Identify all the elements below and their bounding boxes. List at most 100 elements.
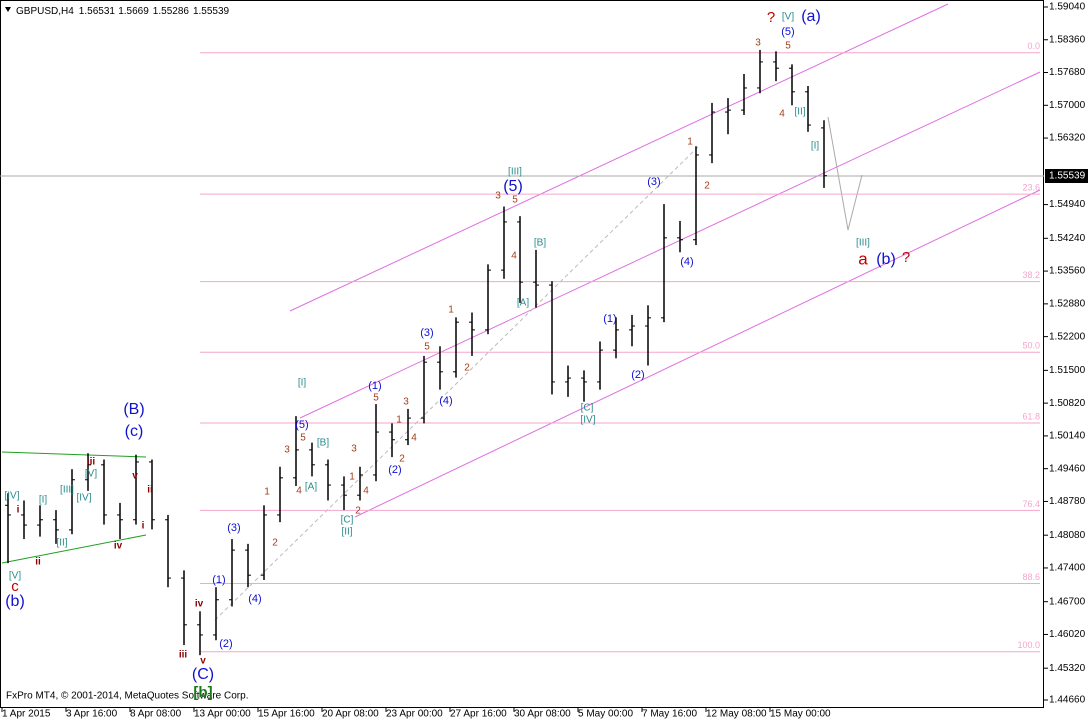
x-tick-label: 30 Apr 08:00 <box>514 709 571 720</box>
wave-label: 1 <box>448 305 454 316</box>
wave-label: [IV] <box>580 415 595 426</box>
wave-label: (a) <box>801 8 821 25</box>
wave-label: 1 <box>687 137 693 148</box>
wave-label: a <box>858 249 868 268</box>
wave-label: [b] <box>193 684 212 701</box>
y-tick-label: 1.48780 <box>1049 496 1086 507</box>
wave-label: [A] <box>305 482 317 493</box>
footer: FxPro MT4, © 2001-2014, MetaQuotes Softw… <box>6 691 248 702</box>
wave-label: [III] <box>856 238 870 249</box>
wave-label: [B] <box>534 238 546 249</box>
wave-label: (b) <box>876 251 896 268</box>
y-tick-label: 1.53560 <box>1049 266 1086 277</box>
wave-label: (1) <box>603 313 616 325</box>
x-tick-label: 23 Apr 00:00 <box>386 709 443 720</box>
y-tick-label: 1.52880 <box>1049 298 1086 309</box>
wave-label: 3 <box>495 191 501 202</box>
wave-label: (4) <box>680 256 693 268</box>
fibo-label: 50.0 <box>1022 341 1040 351</box>
y-tick-label: 1.45320 <box>1049 663 1086 674</box>
y-tick-label: 1.51500 <box>1049 365 1086 376</box>
last-close: 1.55539 <box>193 6 230 17</box>
wave-label: [C] <box>341 515 354 526</box>
y-tick-label: 1.48080 <box>1049 530 1086 541</box>
wave-label: 5 <box>785 41 791 52</box>
wave-label: [III] <box>60 485 74 496</box>
wave-label: (5) <box>781 26 794 38</box>
wave-label: (c) <box>125 423 144 440</box>
x-tick-label: 12 May 08:00 <box>706 709 767 720</box>
y-tick-label: 1.59040 <box>1049 2 1086 13</box>
y-tick-label: 1.56320 <box>1049 133 1086 144</box>
y-tick-label: 1.52200 <box>1049 331 1086 342</box>
x-tick-label: 3 Apr 16:00 <box>66 709 118 720</box>
wave-label: 2 <box>399 454 405 465</box>
x-tick-label: 7 May 16:00 <box>642 709 697 720</box>
wave-label: (3) <box>647 176 660 188</box>
x-tick-label: 27 Apr 16:00 <box>450 709 507 720</box>
x-tick-label: 1 Apr 2015 <box>2 709 51 720</box>
wave-label: (b) <box>5 593 25 610</box>
wave-label: 4 <box>363 486 369 497</box>
wave-label: [I] <box>811 141 820 152</box>
wave-label: (1) <box>368 380 381 392</box>
y-tick-label: 1.57000 <box>1049 100 1086 111</box>
fibo-label: 0.0 <box>1027 41 1040 51</box>
wave-label: [I] <box>298 378 307 389</box>
y-tick-label: 1.58360 <box>1049 34 1086 45</box>
wave-label: 2 <box>272 538 278 549</box>
wave-label: 2 <box>355 506 361 517</box>
wave-label: ? <box>902 249 910 266</box>
fibo-label: 23.6 <box>1022 183 1040 193</box>
last-open: 1.56531 <box>79 6 116 17</box>
channel-line <box>289 3 949 312</box>
projection-path <box>827 116 863 231</box>
wave-label: (2) <box>219 638 232 650</box>
triangle-line <box>1 451 147 458</box>
wave-label: 1 <box>264 487 270 498</box>
y-tick-label: 1.50820 <box>1049 398 1086 409</box>
wave-label: [A] <box>517 298 529 309</box>
current-price: 1.55539 <box>1049 171 1086 182</box>
wave-label: iii <box>179 650 188 661</box>
symbol: GBPUSD,H4 <box>16 6 74 17</box>
y-tick-label: 1.46700 <box>1049 596 1086 607</box>
wave-label: i <box>142 521 145 532</box>
y-tick-label: 1.50140 <box>1049 431 1086 442</box>
wave-label: 5 <box>424 342 430 353</box>
wave-label: 5 <box>300 433 306 444</box>
y-tick-label: 1.57680 <box>1049 67 1086 78</box>
wave-label: (5) <box>503 178 523 195</box>
wave-label: [I] <box>39 495 48 506</box>
wave-label: iii <box>87 457 96 468</box>
fibo-label: 76.4 <box>1022 499 1040 509</box>
fibo-label: 88.6 <box>1022 572 1040 582</box>
fibo-label: 100.0 <box>1017 640 1040 650</box>
channel-line <box>354 189 1041 518</box>
wave-label: [II] <box>56 538 67 549</box>
wave-label: [C] <box>581 403 594 414</box>
wave-label: [V] <box>782 12 794 23</box>
wave-label: 5 <box>512 195 518 206</box>
x-tick-label: 5 May 00:00 <box>578 709 633 720</box>
dashed-line <box>214 144 701 621</box>
wave-label: 1 <box>349 472 355 483</box>
wave-label: [IV] <box>4 491 19 502</box>
y-tick-label: 1.47400 <box>1049 563 1086 574</box>
wave-label: iv <box>195 599 204 610</box>
wave-label: 3 <box>403 397 409 408</box>
menu-triangle <box>5 7 11 12</box>
wave-label: 3 <box>351 444 357 455</box>
wave-label: [III] <box>508 167 522 178</box>
wave-label: [B] <box>317 438 329 449</box>
wave-label: [II] <box>341 527 352 538</box>
wave-label: 4 <box>779 109 785 120</box>
wave-label: (2) <box>388 464 401 476</box>
wave-label: 3 <box>755 38 761 49</box>
wave-label: 3 <box>284 445 290 456</box>
wave-label: 4 <box>411 433 417 444</box>
wave-label: 2 <box>464 363 470 374</box>
wave-label: 4 <box>296 486 302 497</box>
wave-label: ? <box>767 9 775 26</box>
